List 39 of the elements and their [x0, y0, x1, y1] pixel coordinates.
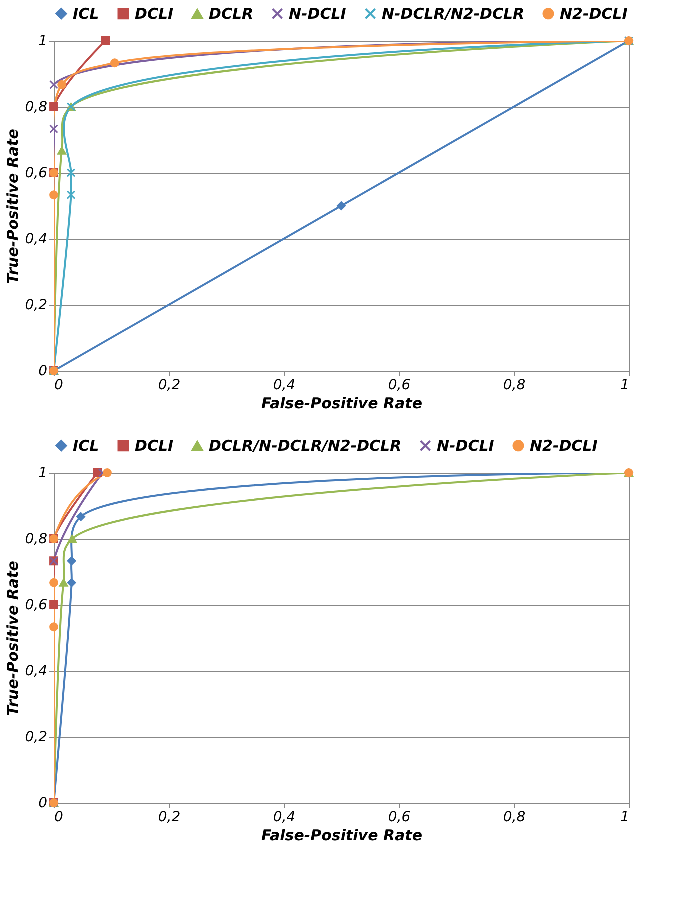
x-tick-label: 0,2	[158, 810, 181, 826]
legend-label: ICL	[73, 4, 100, 23]
x-tick-label: 1	[620, 810, 630, 826]
x-tick-label: 0,6	[388, 378, 411, 394]
x-tick-label: 0	[54, 378, 64, 394]
legend-label: N2-DCLI	[530, 436, 598, 455]
x-tick-label: 0,6	[388, 810, 411, 826]
y-axis-title: True-Positive Rate	[4, 129, 22, 284]
legend-label: DCLR/N-DCLR/N2-DCLR	[209, 437, 402, 456]
legend-label: DCLR	[209, 5, 254, 24]
x-tick-label: 0,2	[158, 378, 181, 394]
y-tick-label: 0	[38, 796, 48, 812]
y-tick-label: 0,4	[25, 232, 48, 248]
x-tick-label: 0,8	[503, 378, 526, 394]
y-tick-label: 0,8	[25, 532, 48, 548]
legend-label: N-DCLR/N2-DCLR	[382, 4, 525, 23]
y-axis-title: True-Positive Rate	[4, 561, 22, 716]
legend-label: N-DCLI	[437, 436, 495, 455]
x-axis-title: False-Positive Rate	[262, 826, 422, 844]
x-tick-label: 0	[54, 810, 64, 826]
legend-label: N-DCLI	[289, 4, 347, 23]
x-tick-label: 0,4	[273, 810, 296, 826]
x-tick-label: 0,8	[503, 810, 526, 826]
y-tick-label: 1	[38, 466, 48, 482]
legend-label: ICL	[73, 436, 100, 455]
x-tick-label: 1	[620, 378, 630, 394]
legend-label: DCLI	[135, 436, 174, 455]
y-tick-label: 0,2	[25, 730, 48, 746]
y-tick-label: 0,6	[25, 598, 48, 614]
y-tick-label: 0,4	[25, 664, 48, 680]
y-tick-label: 0	[38, 364, 48, 380]
y-tick-label: 1	[38, 34, 48, 50]
x-tick-label: 0,4	[273, 378, 296, 394]
y-tick-label: 0,8	[25, 100, 48, 116]
y-tick-label: 0,2	[25, 298, 48, 314]
legend-label: DCLI	[135, 4, 174, 23]
legend-label: N2-DCLI	[560, 4, 628, 23]
x-axis-title: False-Positive Rate	[262, 394, 422, 412]
y-tick-label: 0,6	[25, 166, 48, 182]
